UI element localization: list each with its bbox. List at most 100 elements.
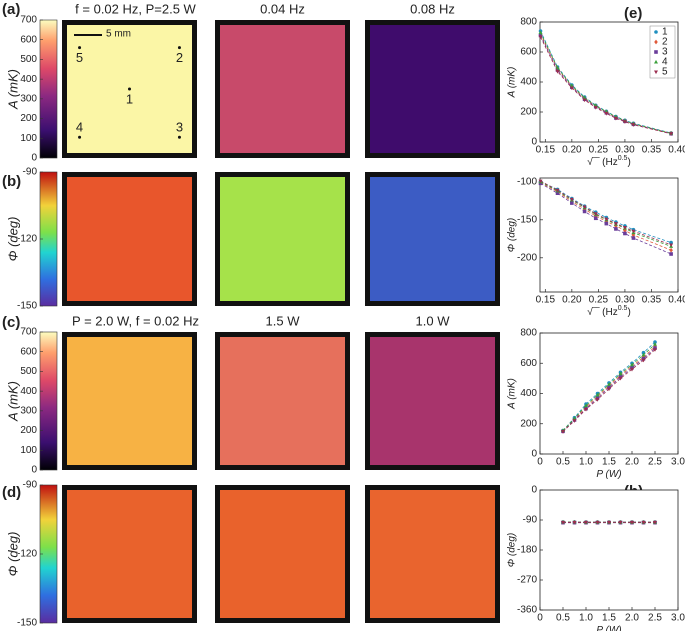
data-point [669, 247, 673, 253]
colorbar-tick-label: 200 [20, 425, 37, 436]
x-tick-label: 1.0 [579, 457, 593, 468]
point-label: 2 [176, 50, 183, 65]
image-title: 0.04 Hz [260, 1, 305, 16]
series-line [540, 182, 672, 251]
y-tick-label: -270 [517, 575, 537, 586]
x-tick-label: 0.20 [562, 295, 582, 306]
plot-area [539, 489, 679, 611]
measure-point [177, 46, 181, 50]
x-axis-label-part: ) [627, 307, 630, 318]
plot-area [539, 177, 679, 293]
series-line [540, 30, 672, 134]
y-tick-label: 600 [520, 47, 537, 58]
colorbar-tick-label: 100 [20, 133, 37, 144]
legend-marker [654, 30, 658, 34]
data-point [555, 68, 560, 72]
data-point [623, 231, 627, 236]
colorbar-tick-label: -90 [23, 480, 38, 491]
colorbar-label: Φ (deg) [5, 217, 20, 262]
legend-label: 4 [662, 57, 668, 68]
x-axis-label-part: P (W) [596, 625, 621, 631]
colorbar [39, 331, 58, 471]
x-tick-label: 0.35 [642, 295, 662, 306]
data-point [582, 95, 587, 100]
image-title: f = 0.02 Hz, P=2.5 W [75, 1, 196, 16]
x-tick-label: 0.35 [642, 145, 662, 156]
x-tick-label: 2.5 [648, 613, 662, 624]
x-axis-label: √‾‾ (Hz0.5) [587, 155, 631, 168]
legend-marker [654, 59, 658, 64]
data-point [572, 416, 577, 420]
image-title: 0.08 Hz [410, 1, 455, 16]
legend-label: 2 [662, 37, 668, 48]
x-tick-label: 0.25 [589, 295, 609, 306]
x-axis-label-part: 0.5 [618, 155, 628, 162]
data-point [584, 520, 588, 525]
data-point [607, 387, 611, 392]
thermal-image [220, 25, 345, 153]
series-line [540, 32, 672, 134]
point-label: 1 [126, 91, 133, 106]
colorbar-tick-label: 0 [31, 465, 37, 476]
x-axis-label: P (W) [596, 469, 621, 480]
panel-label: (a) [2, 1, 20, 18]
series-line [540, 36, 672, 135]
data-point [653, 346, 657, 350]
colorbar-label: A (mK) [5, 381, 20, 422]
y-axis-label: Φ (deg) [507, 218, 518, 253]
data-point [555, 65, 560, 70]
colorbar-tick-label: 500 [20, 54, 37, 65]
data-point [595, 396, 600, 400]
colorbar-tick-label: 400 [20, 386, 37, 397]
y-axis-label: Φ (deg) [507, 533, 518, 568]
panel-label: (c) [2, 314, 20, 331]
data-point [561, 520, 565, 525]
colorbar-tick-label: 500 [20, 366, 37, 377]
data-point [622, 225, 627, 230]
legend-marker [654, 70, 658, 75]
measure-point [177, 135, 181, 139]
x-tick-label: 0.20 [562, 145, 582, 156]
series-line [540, 180, 672, 246]
series-line [540, 182, 672, 255]
legend-marker [654, 39, 658, 45]
x-tick-label: 0.30 [615, 145, 635, 156]
series-line [562, 347, 656, 432]
data-point [618, 376, 623, 381]
y-tick-label: -150 [517, 214, 537, 225]
y-tick-label: -90 [523, 515, 538, 526]
data-point [538, 30, 543, 34]
series-line [562, 346, 656, 432]
thermal-image [370, 177, 495, 301]
thermal-image [67, 337, 192, 465]
colorbar-tick-label: 600 [20, 34, 37, 45]
x-tick-label: 2.0 [625, 613, 639, 624]
data-point [595, 392, 600, 397]
data-point [572, 520, 577, 525]
data-point [641, 352, 646, 357]
data-point [622, 120, 627, 124]
data-point [631, 229, 636, 234]
image-title: 1.5 W [266, 313, 301, 328]
data-point [569, 197, 574, 202]
data-point [538, 181, 543, 186]
legend-label: 5 [662, 67, 668, 78]
x-tick-label: 1.0 [579, 613, 593, 624]
data-point [653, 342, 657, 346]
thermal-image [67, 490, 192, 618]
y-tick-label: -200 [517, 252, 537, 263]
x-tick-label: 0.40 [668, 145, 685, 156]
data-point [618, 371, 623, 376]
x-axis-label: √‾‾ (Hz0.5) [587, 305, 631, 318]
colorbar-label: Φ (deg) [5, 532, 20, 577]
x-tick-label: 0.40 [668, 295, 685, 306]
data-point [584, 403, 588, 408]
data-point [538, 33, 543, 38]
data-point [572, 419, 577, 423]
y-axis-label: A (mK) [507, 67, 518, 99]
data-point [653, 340, 657, 344]
thermal-image [67, 177, 192, 301]
x-axis-label-part: √‾‾ (Hz [587, 306, 617, 318]
data-point [595, 520, 600, 525]
panel-label: (e) [624, 5, 642, 22]
